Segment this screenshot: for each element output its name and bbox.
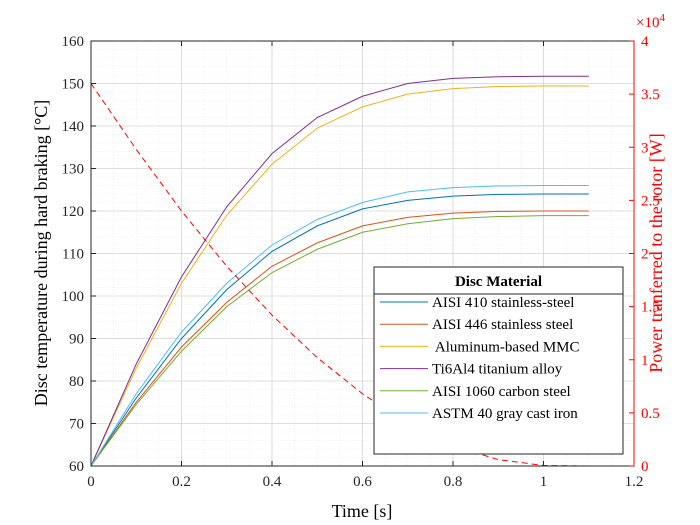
y-tick-label: 140: [62, 119, 85, 135]
y2-tick-label: 0: [641, 459, 649, 475]
y2-tick-label: 1: [641, 353, 649, 369]
series-line-1: [90, 210, 589, 467]
legend-entry: AISI 1060 carbon steel: [432, 384, 571, 400]
x-tick-label: 1: [540, 474, 548, 490]
y-tick-label: 70: [69, 417, 84, 433]
y-tick-label: 160: [62, 34, 85, 50]
series-line-4: [90, 215, 589, 467]
x-tick-label: 0.6: [353, 474, 372, 490]
y-tick-label: 90: [69, 332, 84, 348]
legend-entry: ASTM 40 gray cast iron: [432, 406, 578, 422]
y-tick-label: 100: [62, 289, 85, 305]
y2-tick-label: 3: [641, 140, 649, 156]
y-axis-title: Disc temperature during hard braking [°C…: [31, 100, 51, 407]
series-line-0: [90, 193, 589, 467]
legend-box: [373, 266, 624, 455]
legend-items: AISI 410 stainless-steel AISI 446 stainle…: [380, 295, 580, 422]
x-axis-title: Time [s]: [332, 501, 393, 521]
ticks-layer: 0 0.2 0.4 0.6 0.8 1 1.260708090100110120130140…: [62, 34, 660, 490]
y2-axis-multiplier: ×104: [636, 12, 665, 31]
series-line-5: [90, 185, 589, 467]
y2-tick-label: 2.5: [641, 193, 660, 209]
y2-tick-label: 3.5: [641, 87, 660, 103]
y-tick-label: 60: [69, 459, 84, 475]
legend-entry: AISI 446 stainless steel: [432, 317, 573, 333]
x-tick-label: 0: [87, 474, 95, 490]
legend-title: Disc Material: [455, 274, 542, 290]
y-tick-label: 110: [62, 247, 84, 263]
y2-tick-label: 2: [641, 247, 649, 263]
series-line-3: [90, 75, 589, 467]
power-series-line: [90, 83, 589, 467]
legend-entry: Aluminum-based MMC: [432, 339, 580, 355]
x-tick-label: 0.4: [263, 474, 282, 490]
legend-entry: Ti6Al4 titanium alloy: [432, 362, 563, 378]
legend: Disc Material AISI 410 stainless-steelAI…: [373, 266, 624, 455]
y-tick-label: 130: [62, 162, 85, 178]
y-tick-label: 150: [62, 77, 85, 93]
y2-tick-label: 0.5: [641, 406, 660, 422]
x-tick-label: 0.8: [444, 474, 463, 490]
legend-entry: AISI 410 stainless-steel: [432, 295, 574, 311]
x-tick-label: 1.2: [625, 474, 644, 490]
series-layer: [90, 75, 589, 467]
y-tick-label: 120: [62, 204, 85, 220]
y2-tick-label: 4: [641, 34, 649, 50]
y2-tick-label: 1.5: [641, 300, 660, 316]
y-tick-label: 80: [69, 374, 84, 390]
y2-axis-title: Power tranferred to the rotor [W]: [646, 133, 666, 372]
x-tick-label: 0.2: [172, 474, 191, 490]
series-line-2: [90, 85, 589, 467]
